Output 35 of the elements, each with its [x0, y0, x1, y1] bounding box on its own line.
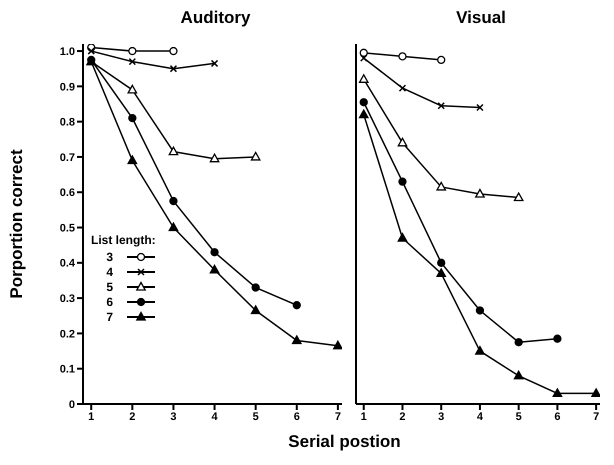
x-tick-label: 3 — [438, 410, 444, 423]
y-tick-label: 0.1 — [60, 364, 75, 376]
legend-label: 5 — [105, 280, 113, 294]
x-tick-label: 7 — [334, 410, 341, 423]
legend-label: 7 — [105, 310, 113, 324]
y-tick-label: 0 — [68, 398, 75, 411]
x-tick-label: 2 — [399, 410, 406, 423]
y-tick-label: 0.3 — [60, 293, 75, 306]
x-tick-label: 5 — [252, 410, 259, 423]
y-tick-label: 0.9 — [60, 81, 75, 94]
y-tick-label: 0.4 — [60, 258, 76, 270]
y-tick-label: 0.2 — [60, 328, 75, 340]
x-tick-label: 6 — [294, 410, 300, 423]
x-tick-label: 1 — [88, 410, 94, 423]
chart-title: Visual — [455, 8, 507, 28]
x-tick-label: 7 — [593, 410, 600, 423]
y-tick-label: 0.6 — [60, 187, 75, 200]
legend-label: 6 — [105, 294, 113, 308]
y-tick-label: 0.5 — [60, 222, 75, 234]
x-tick-label: 2 — [129, 410, 136, 423]
legend-label: 4 — [105, 264, 113, 278]
legend-label: 3 — [105, 250, 113, 264]
x-tick-label: 4 — [476, 410, 484, 423]
x-tick-label: 6 — [554, 410, 560, 423]
x-tick-label: 1 — [360, 410, 367, 423]
x-tick-label: 3 — [170, 410, 177, 423]
x-tick-label: 4 — [211, 410, 218, 423]
legend-title: List length: — [91, 233, 157, 247]
x-axis-title: Serial postion — [287, 432, 402, 452]
x-tick-label: 5 — [516, 410, 522, 423]
y-axis-title: Porportion correct — [7, 149, 26, 299]
y-tick-label: 1.0 — [60, 46, 75, 58]
y-tick-label: 0.8 — [60, 116, 75, 129]
y-tick-label: 0.7 — [60, 152, 75, 164]
chart-title: Auditory — [180, 8, 252, 28]
